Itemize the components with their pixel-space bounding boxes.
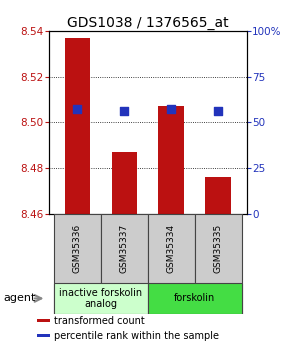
- Bar: [37, 334, 50, 337]
- Text: GSM35335: GSM35335: [214, 224, 223, 273]
- Text: GSM35337: GSM35337: [120, 224, 129, 273]
- Bar: [195, 214, 242, 283]
- Text: percentile rank within the sample: percentile rank within the sample: [54, 331, 219, 341]
- Bar: [148, 283, 242, 314]
- Text: forskolin: forskolin: [174, 294, 215, 303]
- Point: [122, 108, 127, 114]
- Text: GSM35336: GSM35336: [73, 224, 82, 273]
- Title: GDS1038 / 1376565_at: GDS1038 / 1376565_at: [67, 16, 229, 30]
- Text: GSM35334: GSM35334: [167, 224, 176, 273]
- Text: inactive forskolin
analog: inactive forskolin analog: [59, 288, 142, 309]
- Bar: [205, 177, 231, 214]
- Bar: [158, 107, 184, 214]
- Point: [75, 106, 80, 111]
- Bar: [54, 214, 101, 283]
- Bar: [148, 214, 195, 283]
- Text: agent: agent: [3, 294, 35, 303]
- Bar: [54, 283, 148, 314]
- Point: [216, 108, 221, 114]
- Point: [169, 106, 174, 111]
- Bar: [65, 38, 90, 214]
- Bar: [112, 152, 137, 214]
- Bar: [101, 214, 148, 283]
- Text: transformed count: transformed count: [54, 316, 145, 326]
- Bar: [37, 319, 50, 322]
